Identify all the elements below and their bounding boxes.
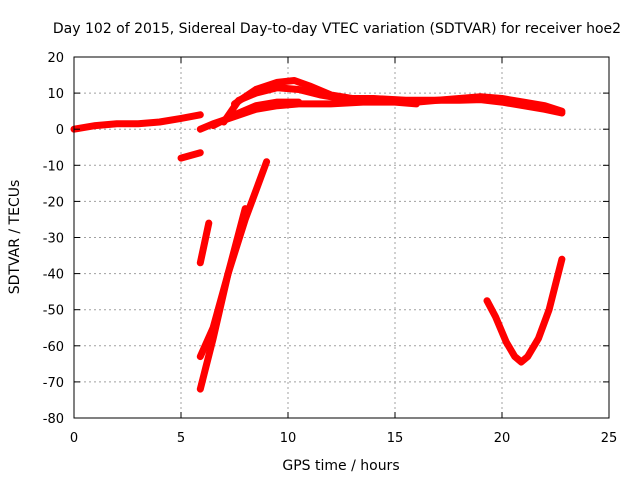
x-tick-label: 5 <box>177 431 185 446</box>
chart-title: Day 102 of 2015, Sidereal Day-to-day VTE… <box>53 21 621 37</box>
x-tick-label: 25 <box>601 431 618 446</box>
series-arc-4 <box>231 77 378 108</box>
series-arc-7 <box>177 149 204 162</box>
data-series <box>70 77 566 393</box>
x-axis-label: GPS time / hours <box>282 458 399 474</box>
y-tick-label: -60 <box>43 340 64 355</box>
series-arc-10 <box>196 158 271 393</box>
x-tick-label: 15 <box>387 431 404 446</box>
y-tick-label: -20 <box>43 195 64 210</box>
series-arc-3 <box>220 84 566 126</box>
y-tick-label: -70 <box>43 376 64 391</box>
y-tick-label: 10 <box>47 87 64 102</box>
y-tick-label: -80 <box>43 412 64 427</box>
series-arc-8 <box>196 219 213 267</box>
series-arc-6 <box>412 96 566 117</box>
series-arc-11 <box>483 255 566 366</box>
y-tick-label: -10 <box>43 159 64 174</box>
series-arc-1 <box>70 111 204 133</box>
x-tick-label: 20 <box>494 431 511 446</box>
series-arc-5 <box>209 98 303 130</box>
y-tick-label: 0 <box>56 123 64 138</box>
y-tick-label: -40 <box>43 268 64 283</box>
y-tick-label: 20 <box>47 51 64 66</box>
axis-ticks: 0 5 10 15 20 25 -80 -70 -60 -50 -40 -30 -20 -10 0 10 20 <box>43 51 618 446</box>
y-axis-label: SDTVAR / TECUs <box>7 180 23 295</box>
y-tick-label: -30 <box>43 232 64 247</box>
x-tick-label: 0 <box>70 431 78 446</box>
x-tick-label: 10 <box>280 431 297 446</box>
y-tick-label: -50 <box>43 304 64 319</box>
grid-lines <box>74 57 609 418</box>
